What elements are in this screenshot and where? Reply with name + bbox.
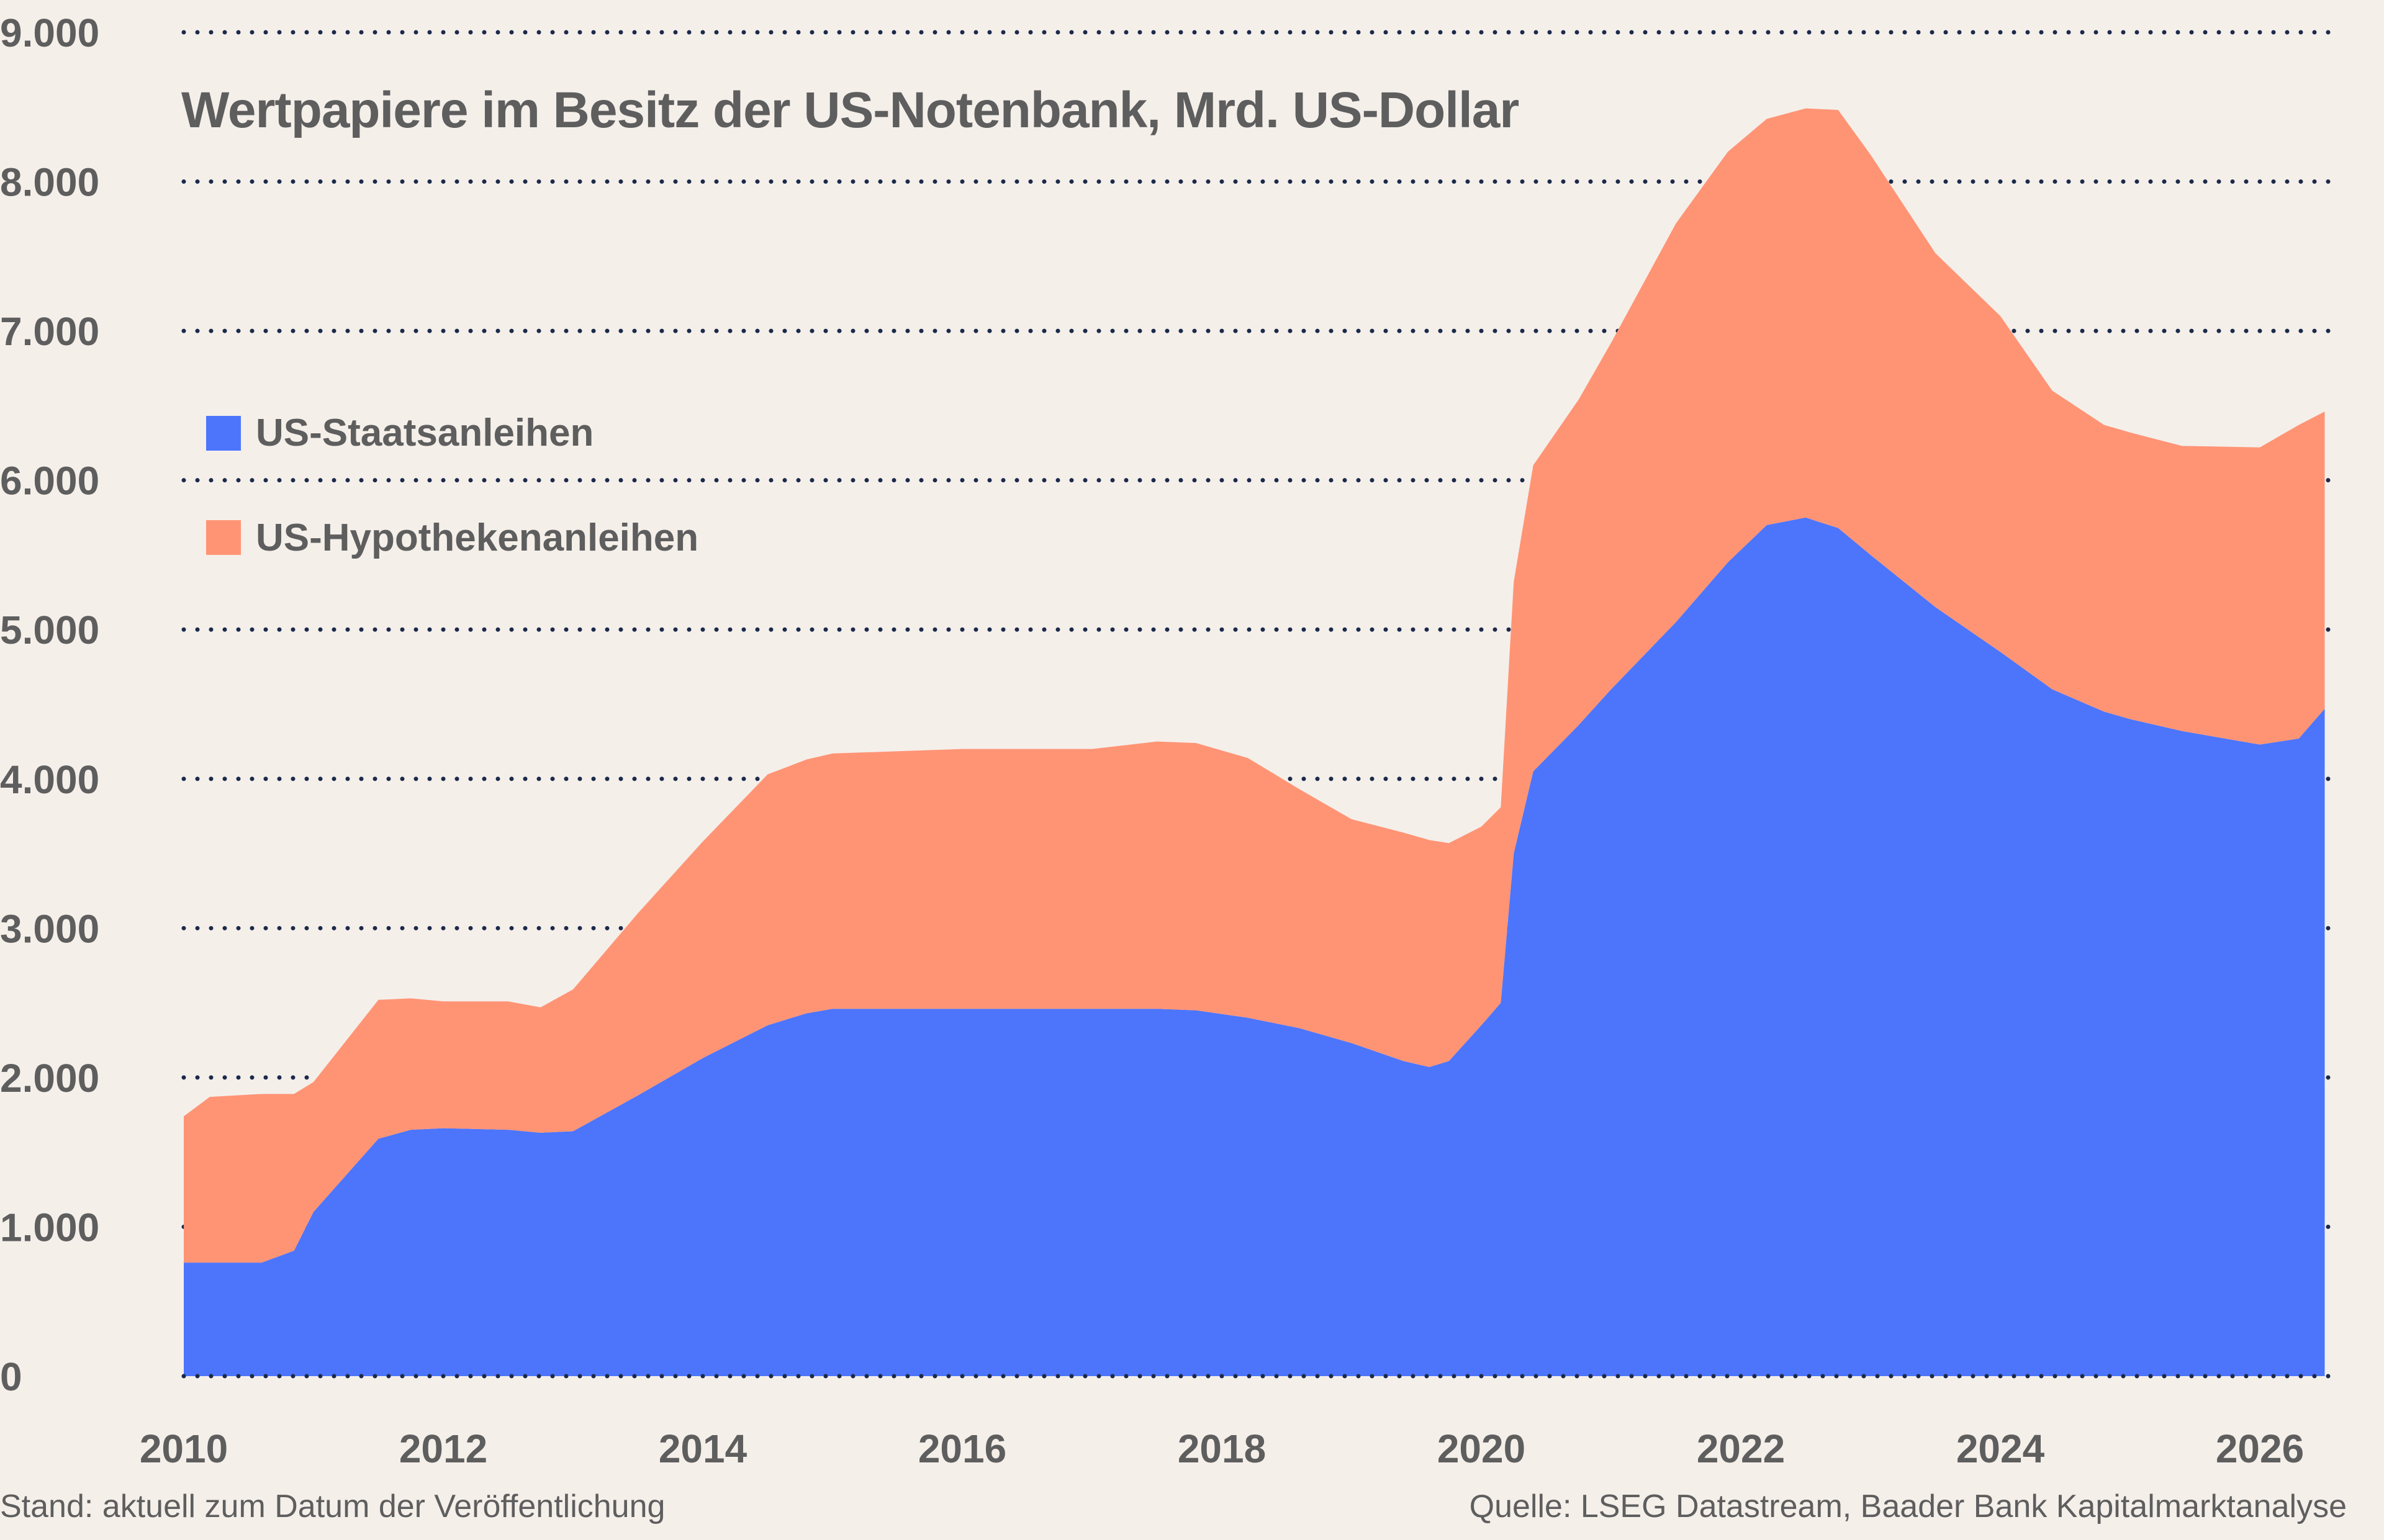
x-tick-label-2018: 2018 <box>1178 1426 1266 1471</box>
x-tick-label-2022: 2022 <box>1697 1426 1785 1471</box>
y-axis-ticks: 0 1.000 2.000 3.000 4.000 5.000 6.000 7.000 8.00… <box>0 11 99 1399</box>
y-tick-label-1000: 1.000 <box>0 1205 99 1250</box>
x-tick-label-2024: 2024 <box>1956 1426 2045 1471</box>
y-tick-label-9000: 9.000 <box>0 11 99 55</box>
y-tick-label-3000: 3.000 <box>0 906 99 951</box>
footer-note-left: Stand: aktuell zum Datum der Veröffentli… <box>0 1488 665 1524</box>
legend-swatch-mbs <box>206 520 241 555</box>
y-tick-label-8000: 8.000 <box>0 160 99 205</box>
x-tick-label-2020: 2020 <box>1437 1426 1525 1471</box>
x-tick-label-2014: 2014 <box>659 1426 747 1471</box>
area-series-treasuries <box>184 517 2325 1376</box>
y-tick-label-5000: 5.000 <box>0 608 99 652</box>
x-axis-ticks: 2010 2012 2014 2016 2018 2020 2022 2024 2026 <box>140 1426 2304 1471</box>
x-tick-label-2010: 2010 <box>140 1426 228 1471</box>
footer-source-right: Quelle: LSEG Datastream, Baader Bank Kap… <box>1470 1488 2347 1524</box>
stacked-areas <box>184 108 2325 1376</box>
legend-swatch-treasuries <box>206 416 241 451</box>
legend-label-treasuries: US-Staatsanleihen <box>256 412 594 454</box>
y-tick-label-6000: 6.000 <box>0 459 99 503</box>
y-tick-label-0: 0 <box>0 1354 22 1399</box>
y-tick-label-7000: 7.000 <box>0 309 99 354</box>
area-series-mbs <box>184 108 2325 1263</box>
legend-label-mbs: US-Hypothekenanleihen <box>256 516 698 559</box>
chart-title: Wertpapiere im Besitz der US-Notenbank, … <box>181 82 1519 138</box>
x-tick-label-2016: 2016 <box>918 1426 1006 1471</box>
x-tick-label-2012: 2012 <box>399 1426 487 1471</box>
y-tick-label-4000: 4.000 <box>0 757 99 802</box>
legend: US-Staatsanleihen US-Hypothekenanleihen <box>206 412 698 559</box>
x-tick-label-2026: 2026 <box>2216 1426 2304 1471</box>
y-tick-label-2000: 2.000 <box>0 1056 99 1101</box>
